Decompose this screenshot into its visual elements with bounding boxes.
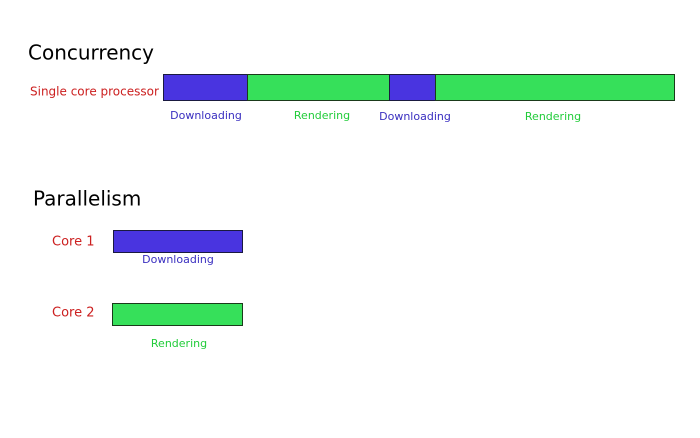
segment-label: Rendering (294, 109, 350, 122)
segment-label: Downloading (170, 109, 242, 122)
row-label: Core 1 (52, 235, 95, 250)
segment-label: Rendering (525, 110, 581, 123)
segment (112, 303, 243, 326)
segment (163, 74, 248, 101)
row-label: Core 2 (52, 306, 95, 321)
section-title: Parallelism (33, 187, 141, 211)
segment-label: Rendering (151, 337, 207, 350)
segment (389, 74, 436, 101)
row-label: Single core processor (30, 85, 159, 99)
segment (247, 74, 390, 101)
segment (435, 74, 675, 101)
segment-label: Downloading (142, 253, 214, 266)
section-title: Concurrency (28, 41, 154, 65)
segment (113, 230, 243, 253)
segment-label: Downloading (379, 110, 451, 123)
